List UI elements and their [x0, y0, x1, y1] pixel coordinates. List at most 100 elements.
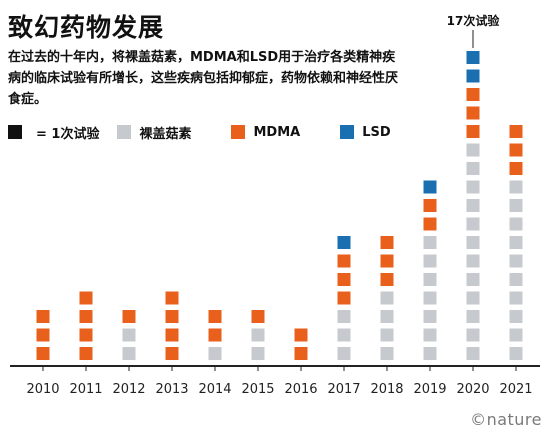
trial-square-2018-mdma: [380, 236, 394, 249]
trial-square-2021-mdma: [509, 143, 523, 157]
trial-square-2020-psilocybin: [466, 328, 480, 342]
trial-square-2019-lsd: [423, 180, 437, 194]
trial-square-2021-mdma: [509, 162, 523, 175]
legend-item-psilocybin: 裸盖菇素: [117, 123, 191, 142]
legend: = 1次试验 裸盖菇素 MDMA LSD: [8, 123, 409, 142]
trial-square-2014-mdma: [208, 328, 222, 342]
trial-square-2021-psilocybin: [509, 180, 523, 194]
trial-square-2018-psilocybin: [380, 291, 394, 305]
trial-square-2013-mdma: [165, 328, 179, 342]
trial-square-2015-psilocybin: [251, 347, 265, 360]
trial-square-2015-psilocybin: [251, 328, 265, 342]
trial-square-2020-psilocybin: [466, 347, 480, 360]
trial-square-2019-psilocybin: [423, 347, 437, 360]
trial-square-2020-psilocybin: [466, 310, 480, 323]
trial-square-2019-psilocybin: [423, 328, 437, 342]
trial-square-2012-psilocybin: [122, 347, 136, 360]
trial-square-2012-psilocybin: [122, 328, 136, 342]
trial-square-2020-psilocybin: [466, 143, 480, 157]
trial-square-2021-psilocybin: [509, 291, 523, 305]
trial-square-2017-psilocybin: [337, 347, 351, 360]
x-tick-label-2012: 2012: [112, 382, 145, 397]
trial-square-2020-mdma: [466, 106, 480, 120]
trial-square-2018-psilocybin: [380, 328, 394, 342]
trial-square-2010-mdma: [36, 347, 50, 360]
trial-square-2021-psilocybin: [509, 217, 523, 231]
trial-square-2020-mdma: [466, 88, 480, 101]
x-tick-label-2017: 2017: [327, 382, 360, 397]
trial-square-2021-psilocybin: [509, 254, 523, 268]
trial-square-2021-psilocybin: [509, 236, 523, 249]
legend-label-psilocybin: 裸盖菇素: [139, 126, 192, 142]
trial-square-2019-psilocybin: [423, 254, 437, 268]
trial-square-2020-psilocybin: [466, 180, 480, 194]
trial-square-2020-psilocybin: [466, 236, 480, 249]
x-tick-label-2011: 2011: [69, 382, 102, 397]
trial-square-2018-psilocybin: [380, 310, 394, 323]
legend-item-lsd: LSD: [340, 125, 391, 140]
trial-square-2017-mdma: [337, 291, 351, 305]
annotation-label: 17次试验: [447, 13, 501, 28]
trial-square-2014-psilocybin: [208, 347, 222, 360]
trial-square-2019-mdma: [423, 199, 437, 212]
trial-square-2010-mdma: [36, 310, 50, 323]
trial-square-2013-mdma: [165, 291, 179, 305]
legend-swatch-lsd: [340, 125, 355, 139]
trial-square-2018-mdma: [380, 254, 394, 268]
trial-square-2020-psilocybin: [466, 291, 480, 305]
chart-subtitle: 在过去的十年内，将裸盖菇素，MDMA和LSD用于治疗各类精神疾病的临床试验有所增…: [8, 50, 399, 107]
trial-square-2011-mdma: [79, 328, 93, 342]
trial-square-2020-psilocybin: [466, 273, 480, 286]
trial-square-2016-mdma: [294, 347, 308, 360]
trial-square-2021-psilocybin: [509, 328, 523, 342]
legend-unit-label: = 1次试验: [36, 126, 100, 142]
trial-square-2011-mdma: [79, 347, 93, 360]
trial-square-2020-psilocybin: [466, 199, 480, 212]
trial-square-2021-psilocybin: [509, 347, 523, 360]
legend-item-mdma: MDMA: [231, 125, 300, 140]
trial-square-2012-mdma: [122, 310, 136, 323]
trial-square-2014-mdma: [208, 310, 222, 323]
trial-square-2015-mdma: [251, 310, 265, 323]
trial-square-2017-mdma: [337, 254, 351, 268]
trial-square-2019-psilocybin: [423, 310, 437, 323]
trial-square-2011-mdma: [79, 310, 93, 323]
x-tick-label-2014: 2014: [198, 382, 231, 397]
trial-square-2017-lsd: [337, 236, 351, 249]
x-tick-label-2010: 2010: [26, 382, 59, 397]
trial-square-2020-psilocybin: [466, 254, 480, 268]
trial-square-2010-mdma: [36, 328, 50, 342]
trial-square-2019-mdma: [423, 217, 437, 231]
trial-square-2018-mdma: [380, 273, 394, 286]
x-tick-label-2016: 2016: [284, 382, 317, 397]
chart-title: 致幻药物发展: [8, 13, 165, 42]
trial-square-2017-mdma: [337, 273, 351, 286]
legend-unit-swatch: [8, 125, 22, 139]
trial-square-2019-psilocybin: [423, 236, 437, 249]
x-tick-label-2018: 2018: [370, 382, 403, 397]
legend-swatch-mdma: [231, 125, 246, 139]
x-tick-label-2021: 2021: [499, 382, 532, 397]
trial-square-2011-mdma: [79, 291, 93, 305]
trial-square-2019-psilocybin: [423, 273, 437, 286]
x-tick-label-2019: 2019: [413, 382, 446, 397]
trial-square-2021-psilocybin: [509, 199, 523, 212]
trial-square-2020-psilocybin: [466, 162, 480, 175]
legend-label-mdma: MDMA: [253, 124, 301, 140]
x-tick-label-2020: 2020: [456, 382, 489, 397]
trial-square-2020-psilocybin: [466, 217, 480, 231]
trial-square-2020-lsd: [466, 51, 480, 64]
legend-unit: = 1次试验: [8, 123, 99, 142]
trial-square-2021-psilocybin: [509, 273, 523, 286]
trial-square-2021-psilocybin: [509, 310, 523, 323]
trial-square-2021-mdma: [509, 125, 523, 138]
trial-square-2013-mdma: [165, 347, 179, 360]
trial-square-2017-psilocybin: [337, 310, 351, 323]
legend-swatch-psilocybin: [117, 125, 132, 139]
trial-square-2018-psilocybin: [380, 347, 394, 360]
trial-square-2017-psilocybin: [337, 328, 351, 342]
x-tick-label-2013: 2013: [155, 382, 188, 397]
trial-square-2019-psilocybin: [423, 291, 437, 305]
trial-square-2016-mdma: [294, 328, 308, 342]
